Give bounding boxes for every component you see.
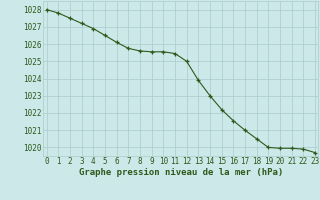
X-axis label: Graphe pression niveau de la mer (hPa): Graphe pression niveau de la mer (hPa) xyxy=(79,168,283,177)
